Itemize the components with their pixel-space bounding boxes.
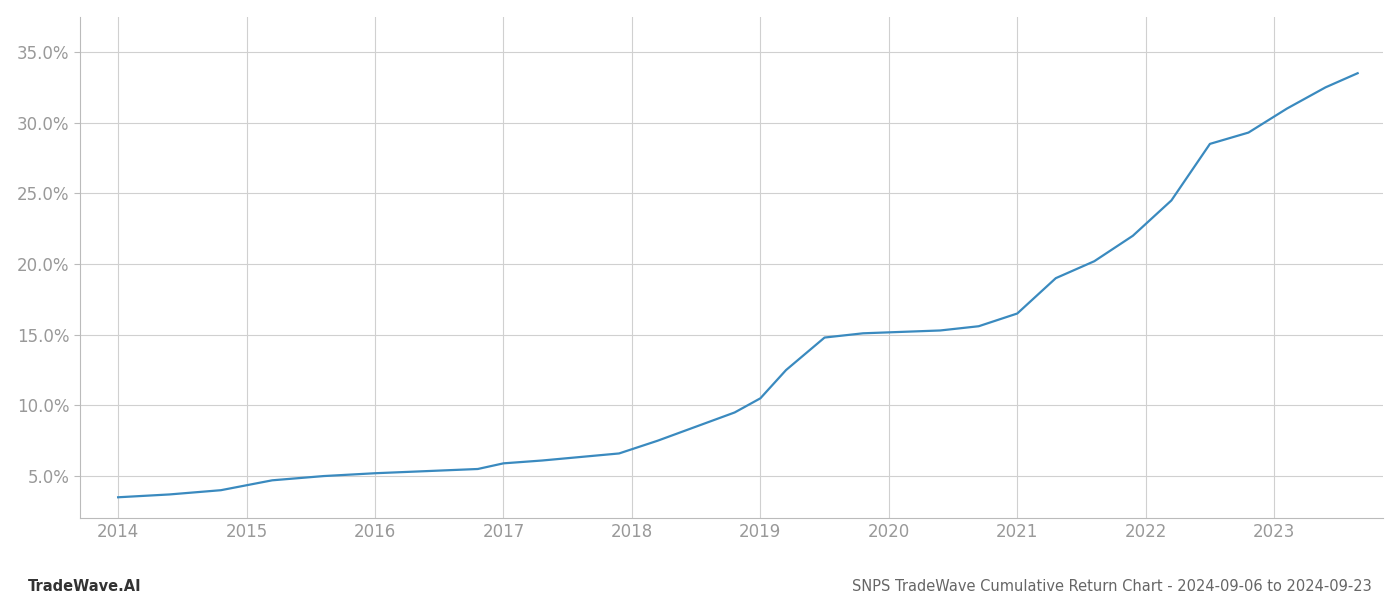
Text: SNPS TradeWave Cumulative Return Chart - 2024-09-06 to 2024-09-23: SNPS TradeWave Cumulative Return Chart -… bbox=[853, 579, 1372, 594]
Text: TradeWave.AI: TradeWave.AI bbox=[28, 579, 141, 594]
